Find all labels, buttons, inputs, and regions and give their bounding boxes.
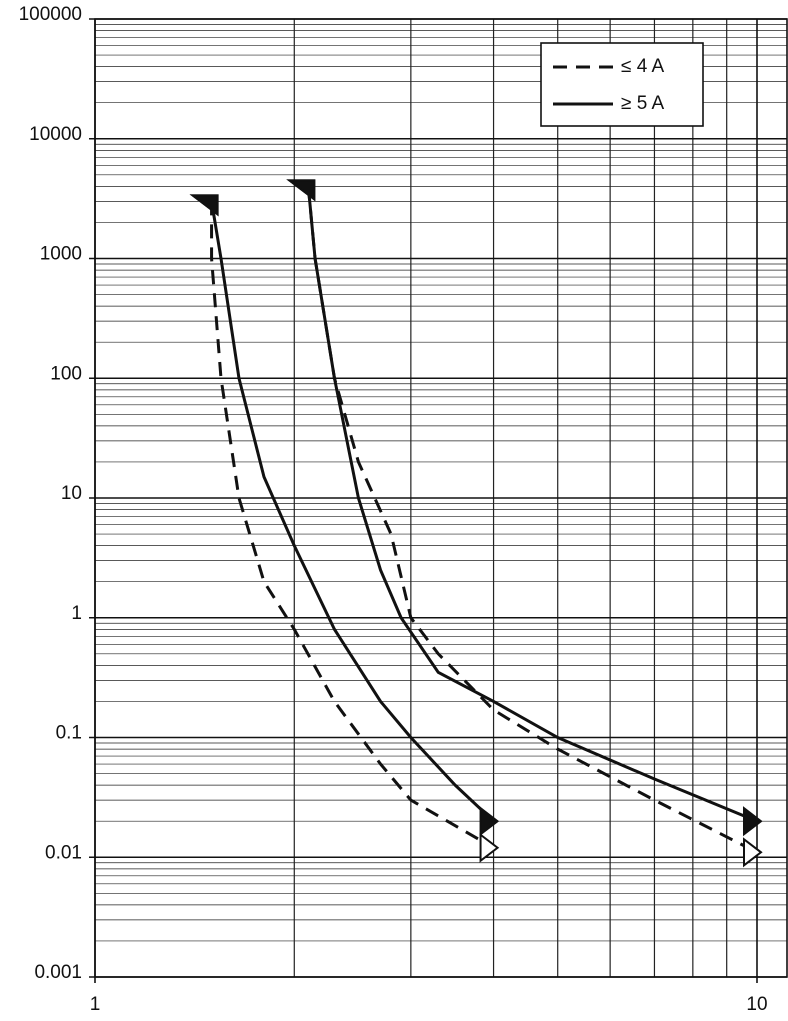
curve bbox=[210, 201, 495, 823]
y-tick-label: 0.1 bbox=[56, 723, 82, 744]
triangle-marker bbox=[742, 806, 763, 837]
plot-frame bbox=[94, 18, 788, 978]
y-tick-label: 1000 bbox=[40, 244, 82, 265]
y-tick-label: 10000 bbox=[29, 124, 82, 145]
x-tick-label: 10 bbox=[746, 994, 767, 1015]
y-tick-label: 100000 bbox=[19, 4, 82, 25]
legend-box bbox=[540, 42, 704, 127]
y-tick-label: 0.01 bbox=[45, 842, 82, 863]
y-tick-label: 100 bbox=[50, 363, 82, 384]
triangle-marker bbox=[479, 832, 500, 863]
legend-label: ≥ 5 A bbox=[621, 93, 665, 114]
triangle-marker bbox=[286, 179, 316, 202]
curve bbox=[306, 186, 758, 854]
legend-label: ≤ 4 A bbox=[621, 56, 665, 77]
triangle-marker bbox=[189, 194, 219, 217]
curve bbox=[306, 186, 758, 823]
triangle-marker bbox=[479, 806, 500, 837]
y-tick-label: 1 bbox=[71, 603, 82, 624]
y-tick-label: 10 bbox=[61, 483, 82, 504]
triangle-marker bbox=[742, 837, 763, 868]
curve bbox=[210, 201, 495, 850]
x-tick-label: 1 bbox=[90, 994, 101, 1015]
y-tick-label: 0.001 bbox=[34, 962, 82, 983]
